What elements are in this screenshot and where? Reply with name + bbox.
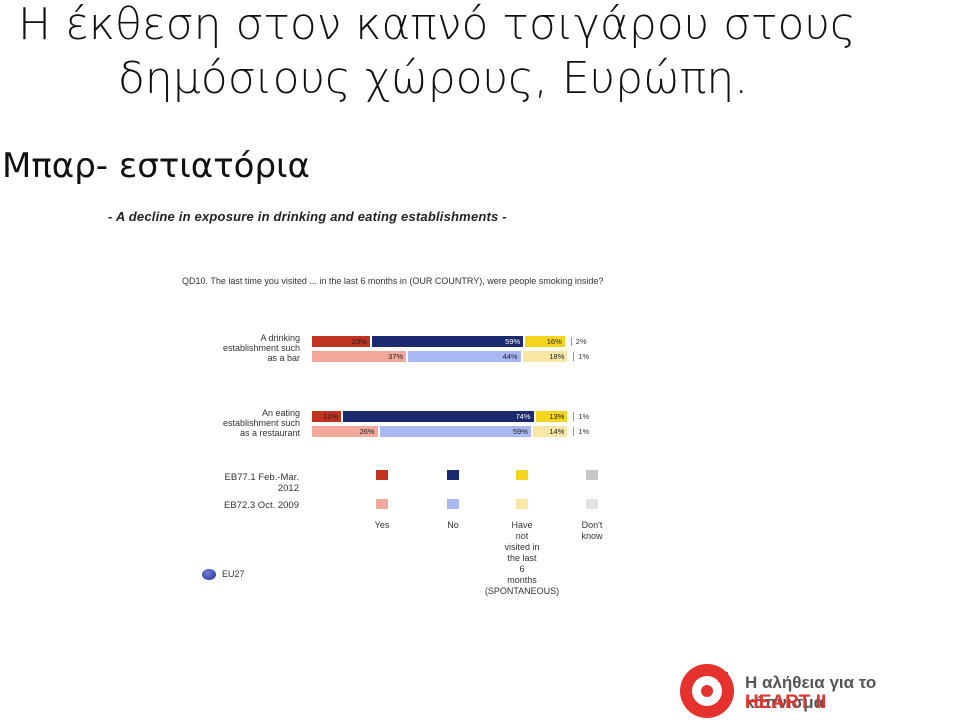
bar-value-label: 37% <box>388 352 404 361</box>
legend-label-line: the last <box>507 553 537 563</box>
dont-know-value: 2% <box>575 337 587 346</box>
logo-tagline: Η αλήθεια για το κάπνισμα <box>745 673 877 712</box>
heart-logo-icon <box>680 664 734 718</box>
dont-know-separator <box>570 337 572 346</box>
bar-value-label: 14% <box>549 427 565 436</box>
bar-segment: 37% <box>312 351 407 362</box>
dont-know-separator <box>573 427 575 436</box>
slide-subtitle: Μπαρ- εστιατόρια <box>2 146 310 186</box>
bar-segment: 59% <box>379 426 531 437</box>
bar-value-label: 16% <box>546 337 562 346</box>
category-label-line: as a bar <box>267 353 300 363</box>
legend-label-line: Have <box>511 520 533 530</box>
legend-label-line: Don't <box>581 520 603 530</box>
bar-segment: 59% <box>371 336 524 347</box>
wave-label-line: EB77.1 Feb.-Mar. <box>224 472 299 483</box>
bar-segment: 44% <box>408 351 521 362</box>
bar-value-label: 59% <box>505 337 521 346</box>
legend-swatch <box>447 499 459 509</box>
legend-label-line: know <box>581 531 603 541</box>
dont-know-value: 1% <box>578 427 590 436</box>
eu-flag-icon <box>202 569 216 580</box>
legend-label-line: months <box>507 575 537 585</box>
region-label: EU27 <box>222 569 245 579</box>
category-label-line: An eating <box>261 408 300 418</box>
legend-label: No <box>408 520 498 531</box>
bar-value-label: 26% <box>359 427 375 436</box>
wave-label: EB77.1 Feb.-Mar. 2012 <box>179 472 299 494</box>
bar-value-label: 59% <box>512 427 528 436</box>
slide-title-line1: Η έκθεση στον καπνό τσιγάρου στους <box>18 0 856 50</box>
wave-label-line: EB72.3 Oct. 2009 <box>224 500 299 511</box>
bar-segment: 12% <box>312 411 342 422</box>
bar-segment: 23% <box>312 336 370 347</box>
bar-value-label: 23% <box>351 337 367 346</box>
legend-label-line: Yes <box>374 520 390 530</box>
dont-know-value: 1% <box>578 352 590 361</box>
chart-title: - A decline in exposure in drinking and … <box>108 209 507 224</box>
bar-value-label: 13% <box>549 412 565 421</box>
wave-label-line: 2012 <box>277 483 299 494</box>
bar-segment: 16% <box>525 336 565 347</box>
legend-label-line: not <box>515 531 529 541</box>
wave-label: EB72.3 Oct. 2009 <box>179 500 299 511</box>
legend-label: Have not visited in the last 6 months (SPONTAN… <box>477 520 567 597</box>
legend-swatch <box>516 499 528 509</box>
dont-know-separator <box>573 352 575 361</box>
legend-swatch <box>376 499 388 509</box>
legend-swatch <box>516 470 528 480</box>
legend-label-line: No <box>447 520 459 530</box>
legend-label-line: visited in <box>504 542 540 552</box>
legend-swatch <box>586 470 598 480</box>
bar-segment: 13% <box>535 411 568 422</box>
bar-value-label: 18% <box>549 352 565 361</box>
slide-title-line2: δημόσιους χώρους, Ευρώπη. <box>118 53 749 104</box>
category-label: A drinking establishment such as a bar <box>190 333 300 363</box>
bar-segment: 18% <box>522 351 568 362</box>
bar-segment: 74% <box>343 411 534 422</box>
category-label-line: A drinking <box>260 333 300 343</box>
chart-question: QD10. The last time you visited ... in t… <box>182 276 604 286</box>
category-label-line: as a restaurant <box>239 428 300 438</box>
legend-swatch <box>447 470 459 480</box>
legend-label: Don't know <box>547 520 637 542</box>
logo-name: HEART II <box>745 692 827 713</box>
slide-title: Η έκθεση στον καπνό τσιγάρου στους δημόσ… <box>18 0 856 106</box>
legend-swatch <box>586 499 598 509</box>
dont-know-separator <box>573 412 575 421</box>
legend-label: Yes <box>337 520 427 531</box>
bar-value-label: 74% <box>515 412 531 421</box>
category-label-line: establishment such <box>222 343 300 353</box>
category-label: An eating establishment such as a restaura… <box>190 408 300 438</box>
dont-know-value: 1% <box>578 412 590 421</box>
category-label-line: establishment such <box>222 418 300 428</box>
bar-value-label: 44% <box>502 352 518 361</box>
legend-swatch <box>376 470 388 480</box>
legend-label-line: (SPONTANEOUS) <box>484 586 560 596</box>
legend-label-line: 6 <box>519 564 525 574</box>
bar-value-label: 12% <box>323 412 339 421</box>
bar-segment: 14% <box>533 426 568 437</box>
bar-segment: 26% <box>312 426 378 437</box>
